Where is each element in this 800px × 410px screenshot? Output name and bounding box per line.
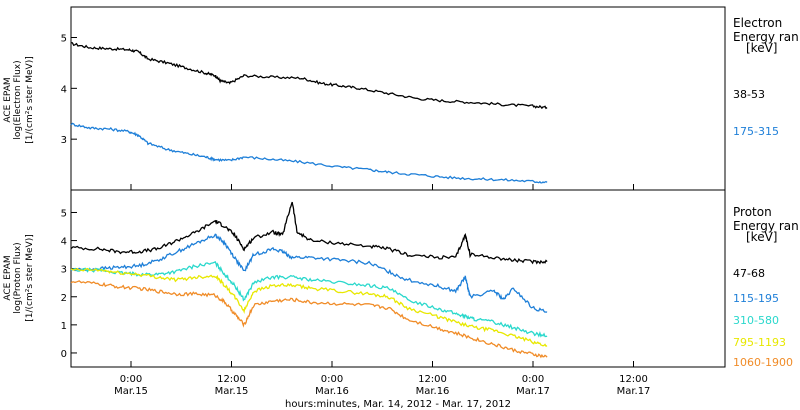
proton-legend-energy: Energy ran (733, 219, 799, 233)
electron-legend-header: Electron Energy ran [keV] (733, 16, 799, 55)
proton-ylabel-line3: [1/(cm²s ster MeV)] (25, 234, 35, 321)
xtick-time-4: 0:00 (522, 374, 544, 385)
proton-ylabel: ACE EPAM log(Proton Flux) [1/(cm²s ster … (3, 234, 35, 321)
proton-ylabel-line1: ACE EPAM (3, 255, 13, 300)
xtick-date-5: Mar.17 (617, 386, 651, 397)
legend-proton-115-195: 115-195 (733, 292, 779, 305)
legend-proton-1060-1900: 1060-1900 (733, 356, 793, 369)
legend-electron-38-53: 38-53 (733, 88, 765, 101)
proton-series-795-1193 (70, 267, 548, 347)
proton-series-310-580 (70, 261, 548, 338)
xtick-date-0: Mar.15 (114, 386, 148, 397)
electron-series-175-315 (70, 122, 548, 184)
proton-ytick-label-2: 2 (61, 293, 67, 304)
electron-legend-title: Electron (733, 16, 782, 30)
xtick-date-1: Mar.15 (215, 386, 249, 397)
proton-panel-frame (70, 189, 726, 368)
electron-series-38-53 (70, 41, 548, 110)
electron-ylabel-line3: [1/(cm²s ster MeV)] (25, 56, 35, 143)
proton-series-1060-1900 (70, 280, 548, 359)
proton-ytick-label-3: 3 (61, 265, 67, 276)
proton-ytick-label-0: 0 (61, 349, 67, 360)
electron-panel-frame (70, 6, 726, 191)
xtick-time-3: 12:00 (418, 374, 447, 385)
xtick-time-2: 0:00 (321, 374, 343, 385)
xtick-time-0: 0:00 (120, 374, 142, 385)
electron-ylabel: ACE EPAM log(Electron Flux) [1/(cm²s ste… (3, 56, 35, 143)
xtick-time-5: 12:00 (619, 374, 648, 385)
proton-ytick-label-4: 4 (61, 237, 67, 248)
electron-ytick-label-1: 4 (61, 84, 67, 95)
x-axis-ticks: 0:00Mar.1512:00Mar.150:00Mar.1612:00Mar.… (114, 184, 650, 397)
proton-legend-header: Proton Energy ran [keV] (733, 205, 799, 244)
electron-ytick-label-2: 5 (61, 34, 67, 45)
electron-legend-energy: Energy ran (733, 30, 799, 44)
electron-ylabel-line2: log(Electron Flux) (13, 60, 23, 139)
legend-proton-795-1193: 795-1193 (733, 336, 786, 349)
proton-ytick-label-1: 1 (61, 321, 67, 332)
proton-plot: 0 1 2 3 4 5 (61, 201, 548, 360)
proton-ytick-label-5: 5 (61, 208, 67, 219)
xtick-time-1: 12:00 (217, 374, 246, 385)
proton-series-47-68 (70, 201, 548, 265)
electron-ytick-label-0: 3 (61, 135, 67, 146)
electron-plot: 3 4 5 (61, 34, 548, 184)
legend-proton-47-68: 47-68 (733, 267, 765, 280)
xtick-date-2: Mar.16 (315, 386, 349, 397)
proton-legend-title: Proton (733, 205, 772, 219)
xtick-date-3: Mar.16 (416, 386, 450, 397)
proton-ylabel-line2: log(Proton Flux) (13, 242, 23, 313)
electron-ylabel-line1: ACE EPAM (3, 77, 13, 122)
xtick-date-4: Mar.17 (516, 386, 550, 397)
legend-proton-310-580: 310-580 (733, 314, 779, 327)
proton-legend-unit: [keV] (746, 230, 777, 244)
electron-legend-unit: [keV] (746, 41, 777, 55)
legend-electron-175-315: 175-315 (733, 125, 779, 138)
x-axis-label: hours:minutes, Mar. 14, 2012 - Mar. 17, … (285, 399, 511, 410)
proton-series-115-195 (70, 233, 548, 313)
